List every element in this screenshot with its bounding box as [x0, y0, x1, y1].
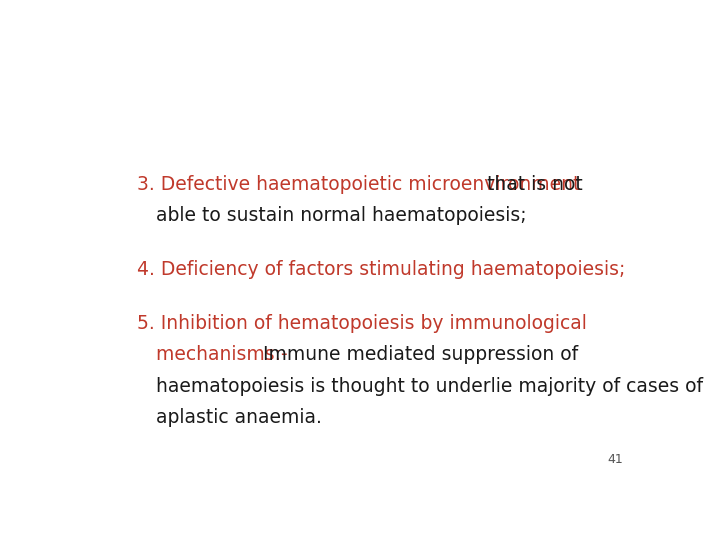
Text: able to sustain normal haematopoiesis;: able to sustain normal haematopoiesis; [156, 206, 526, 225]
Text: 3. Defective haematopoietic microenvironment: 3. Defective haematopoietic microenviron… [138, 175, 581, 194]
Text: haematopoiesis is thought to underlie majority of cases of: haematopoiesis is thought to underlie ma… [156, 377, 703, 396]
Text: 4. Deficiency of factors stimulating haematopoiesis;: 4. Deficiency of factors stimulating hae… [138, 260, 626, 279]
Text: mechanisms:-: mechanisms:- [156, 346, 294, 365]
Text: 41: 41 [607, 453, 623, 466]
Text: that is not: that is not [481, 175, 582, 194]
Text: aplastic anaemia.: aplastic anaemia. [156, 408, 322, 427]
Text: 5. Inhibition of hematopoiesis by immunological: 5. Inhibition of hematopoiesis by immuno… [138, 314, 588, 333]
Text: Immune mediated suppression of: Immune mediated suppression of [263, 346, 577, 365]
